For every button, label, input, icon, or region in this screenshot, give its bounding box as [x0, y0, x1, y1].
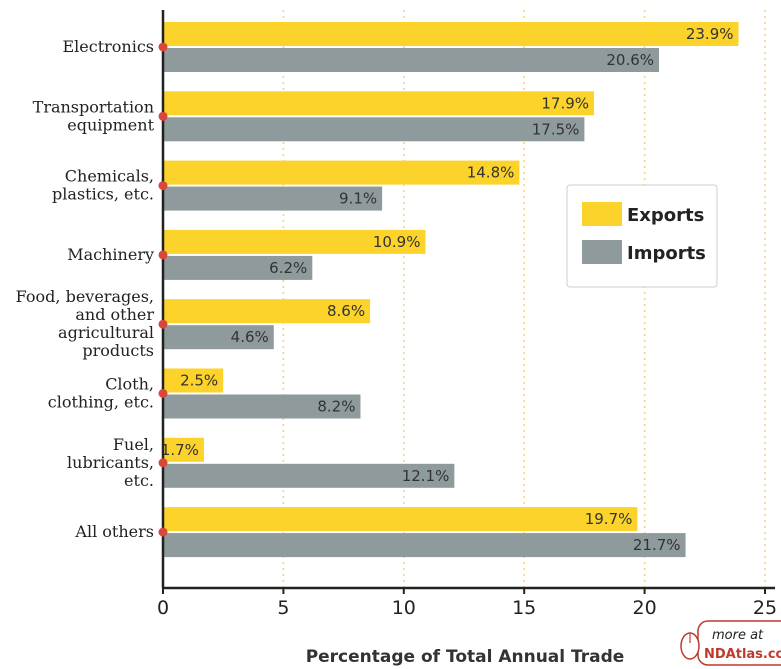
- category-marker: [158, 458, 168, 468]
- x-tick-label: 20: [633, 597, 657, 619]
- data-label: 4.6%: [231, 328, 269, 346]
- x-tick-label: 10: [392, 597, 416, 619]
- x-axis-label: Percentage of Total Annual Trade: [306, 647, 625, 667]
- data-label: 20.6%: [606, 51, 654, 69]
- badge-text-line2: NDAtlas.com: [704, 647, 781, 662]
- legend-box: [566, 184, 718, 288]
- badge-text-line1: more at: [712, 628, 764, 643]
- category-label: Food, beverages, and other agricultural pro…: [16, 287, 155, 360]
- bar-imports: [163, 186, 383, 211]
- data-label: 12.1%: [402, 467, 450, 485]
- category-marker: [158, 181, 168, 191]
- data-label: 8.6%: [327, 302, 365, 320]
- bar-imports: [163, 394, 361, 419]
- category-label: All others: [74, 522, 154, 541]
- category-label: Fuel, lubricants, etc.: [67, 435, 154, 490]
- data-label: 8.2%: [317, 398, 355, 416]
- category-marker: [158, 527, 168, 537]
- bar-imports: [163, 463, 455, 488]
- bar-exports: [163, 437, 204, 462]
- data-label: 17.9%: [541, 94, 589, 112]
- data-label: 23.9%: [686, 25, 734, 43]
- bar-imports: [163, 325, 274, 350]
- category-marker: [158, 111, 168, 121]
- legend-swatch-imports: [582, 240, 622, 264]
- category-marker: [158, 389, 168, 398]
- data-label: 1.7%: [161, 441, 199, 459]
- x-tick-label: 25: [753, 597, 777, 619]
- data-label: 14.8%: [467, 164, 515, 182]
- bar-exports: [163, 160, 520, 185]
- legend-label-imports: Imports: [627, 243, 706, 264]
- legend-swatch-exports: [582, 202, 622, 226]
- bar-exports: [163, 299, 371, 324]
- bar-exports: [163, 507, 638, 532]
- bar-imports: [163, 255, 313, 280]
- category-label: Machinery: [67, 245, 154, 264]
- category-marker: [158, 319, 168, 329]
- data-label: 17.5%: [532, 120, 580, 138]
- bar-exports: [163, 368, 224, 393]
- data-label: 19.7%: [585, 510, 633, 528]
- category-marker: [158, 250, 168, 260]
- legend: Exports Imports: [566, 184, 718, 288]
- category-label: Chemicals, plastics, etc.: [52, 167, 154, 204]
- category-label: Electronics: [62, 37, 154, 56]
- x-tick-label: 0: [157, 597, 169, 619]
- bar-exports: [163, 91, 595, 116]
- category-label: Transportation equipment: [33, 97, 155, 134]
- data-label: 9.1%: [339, 190, 377, 208]
- bar-imports: [163, 48, 660, 72]
- category-marker: [158, 42, 168, 52]
- bar-exports: [163, 229, 426, 254]
- bar-imports: [163, 117, 585, 142]
- data-label: 10.9%: [373, 233, 421, 251]
- x-tick-label: 5: [277, 597, 289, 619]
- ndatlas-badge: more at NDAtlas.com: [680, 620, 781, 666]
- x-tick-label: 15: [512, 597, 536, 619]
- category-label: Cloth, clothing, etc.: [48, 375, 154, 412]
- data-label: 2.5%: [180, 372, 218, 390]
- bar-imports: [163, 533, 686, 558]
- data-label: 6.2%: [269, 259, 307, 277]
- legend-label-exports: Exports: [627, 205, 704, 226]
- bar-exports: [163, 22, 739, 46]
- data-label: 21.7%: [633, 536, 681, 554]
